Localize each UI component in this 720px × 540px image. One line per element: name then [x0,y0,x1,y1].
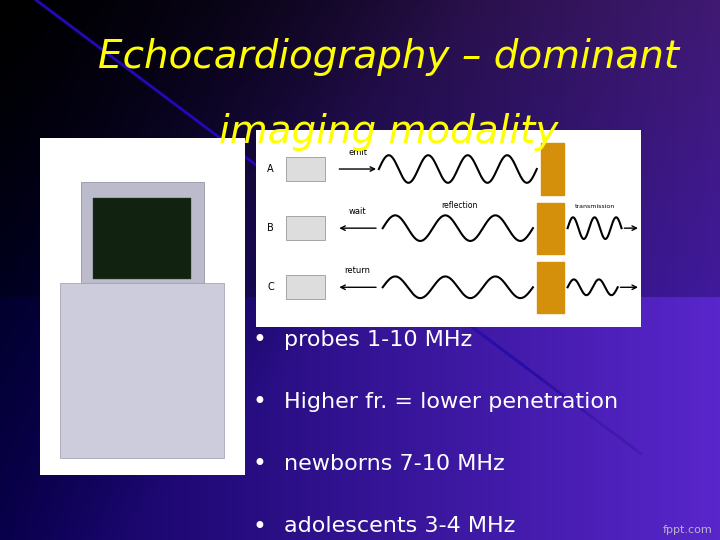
Bar [287,217,325,240]
Bar [93,198,192,279]
Text: newborns 7-10 MHz: newborns 7-10 MHz [284,454,505,475]
Bar [81,181,204,289]
Bar [287,275,325,299]
Bar [287,157,325,181]
Bar [40,138,245,475]
Text: A: A [267,164,274,174]
Bar [537,202,564,254]
Bar [60,283,225,458]
Text: •: • [253,515,266,538]
Text: •: • [253,328,266,352]
Text: wait: wait [349,207,366,217]
Text: imaging modality: imaging modality [219,113,559,151]
Text: •: • [253,390,266,414]
Text: return: return [345,266,371,275]
Bar [537,262,564,313]
Text: emit: emit [348,148,367,157]
Bar [541,144,564,194]
Bar [256,130,641,327]
Text: Higher fr. = lower penetration: Higher fr. = lower penetration [284,392,618,413]
Text: C: C [267,282,274,292]
Text: •: • [253,453,266,476]
Text: B: B [267,223,274,233]
Text: adolescents 3-4 MHz: adolescents 3-4 MHz [284,516,516,537]
Text: transmission: transmission [575,205,615,210]
Text: Echocardiography – dominant: Echocardiography – dominant [98,38,680,76]
Text: probes 1-10 MHz: probes 1-10 MHz [284,330,472,350]
Text: fppt.com: fppt.com [663,524,713,535]
Text: reflection: reflection [441,201,478,211]
